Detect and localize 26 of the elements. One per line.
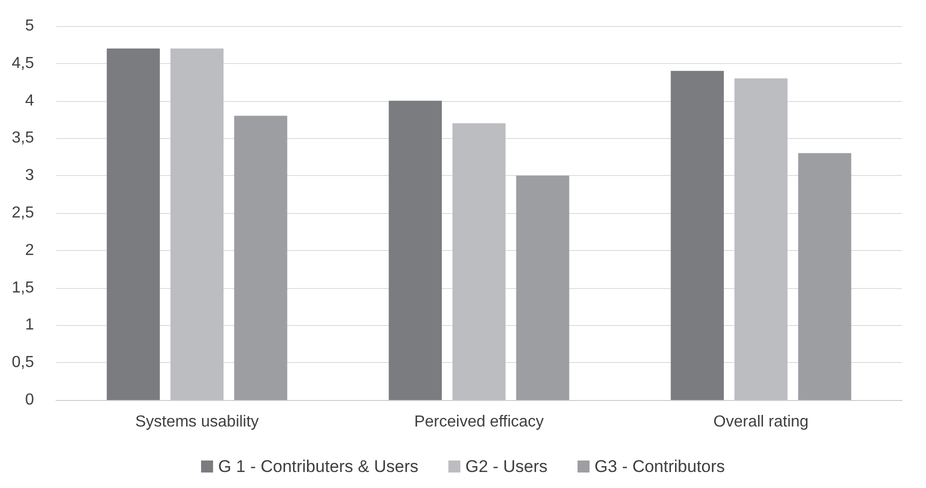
bar [798, 153, 852, 400]
x-tick-label: Perceived efficacy [414, 414, 544, 430]
bar [388, 100, 442, 400]
bar [106, 48, 160, 400]
y-tick-label: 1 [25, 316, 34, 334]
legend-label: G2 - Users [465, 457, 548, 476]
x-tick-label: Systems usability [135, 414, 259, 430]
y-tick-label: 1,5 [12, 279, 34, 296]
y-tick-label: 3,5 [12, 130, 34, 147]
y-tick-label: 2 [25, 242, 34, 259]
y-tick-label: 5 [25, 18, 34, 34]
bar [452, 123, 506, 400]
y-tick-label: 0,5 [12, 354, 34, 372]
x-tick-label: Overall rating [713, 414, 809, 430]
bar [734, 78, 788, 400]
y-tick-label: 2,5 [12, 204, 34, 222]
bar [516, 176, 570, 400]
bar [170, 48, 224, 400]
bar [670, 70, 724, 400]
y-tick-label: 4 [25, 92, 34, 110]
y-tick-label: 3 [25, 167, 34, 184]
legend-label: G 1 - Contributers & Users [218, 457, 418, 476]
bar [234, 116, 288, 400]
y-tick-label: 0 [25, 392, 34, 408]
y-tick-label: 4,5 [12, 54, 34, 72]
legend-label: G3 - Contributors [594, 457, 725, 476]
